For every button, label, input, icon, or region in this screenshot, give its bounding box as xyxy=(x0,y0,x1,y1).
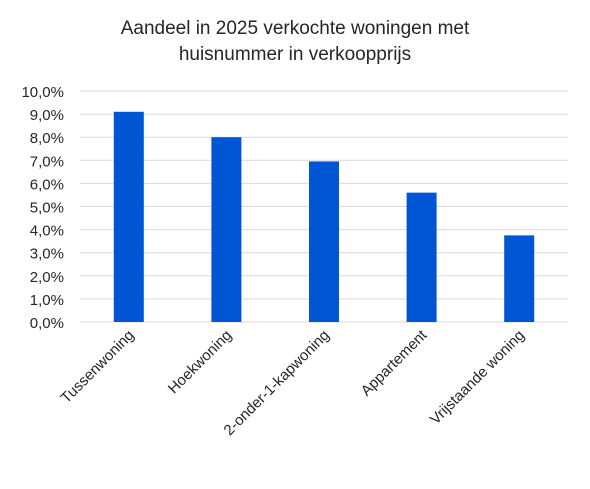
bars xyxy=(113,111,535,322)
y-axis-tick-labels: 0,0% 1,0% 2,0% 3,0% 4,0% 5,0% 6,0% 7,0% 8,0% 9,0%… xyxy=(21,84,64,332)
bar-hoekwoning xyxy=(211,137,242,322)
y-tick-label: 9,0% xyxy=(30,107,64,124)
y-tick-label: 4,0% xyxy=(30,223,64,240)
y-tick-label: 2,0% xyxy=(30,269,64,286)
x-tick-label: Appartement xyxy=(358,326,431,399)
chart-title-line-1: Aandeel in 2025 verkochte woningen met xyxy=(121,18,470,39)
y-tick-label: 10,0% xyxy=(21,84,64,101)
bar-vrijstaande-woning xyxy=(504,235,535,322)
bar-2-onder-1-kapwoning xyxy=(309,161,339,322)
y-tick-label: 5,0% xyxy=(30,200,64,217)
bar-appartement xyxy=(406,192,437,322)
y-tick-label: 1,0% xyxy=(30,292,64,309)
x-axis-tick-labels: Tussenwoning Hoekwoning2-onder-1-kapwonin… xyxy=(58,326,528,439)
y-tick-label: 3,0% xyxy=(30,246,64,263)
y-tick-label: 8,0% xyxy=(30,130,64,147)
x-tick-label: Tussenwoning xyxy=(58,327,138,407)
chart-title-line-2: huisnummer in verkoopprijs xyxy=(179,44,411,65)
bar-tussenwoning xyxy=(113,111,144,322)
x-tick-label: Hoekwoning xyxy=(165,327,235,397)
y-tick-label: 7,0% xyxy=(30,153,64,170)
y-tick-label: 0,0% xyxy=(30,315,64,332)
y-tick-label: 6,0% xyxy=(30,176,64,193)
x-tick-label: Vrijstaande woning xyxy=(427,327,528,428)
x-tick-label: 2-onder-1-kapwoning xyxy=(221,327,333,439)
